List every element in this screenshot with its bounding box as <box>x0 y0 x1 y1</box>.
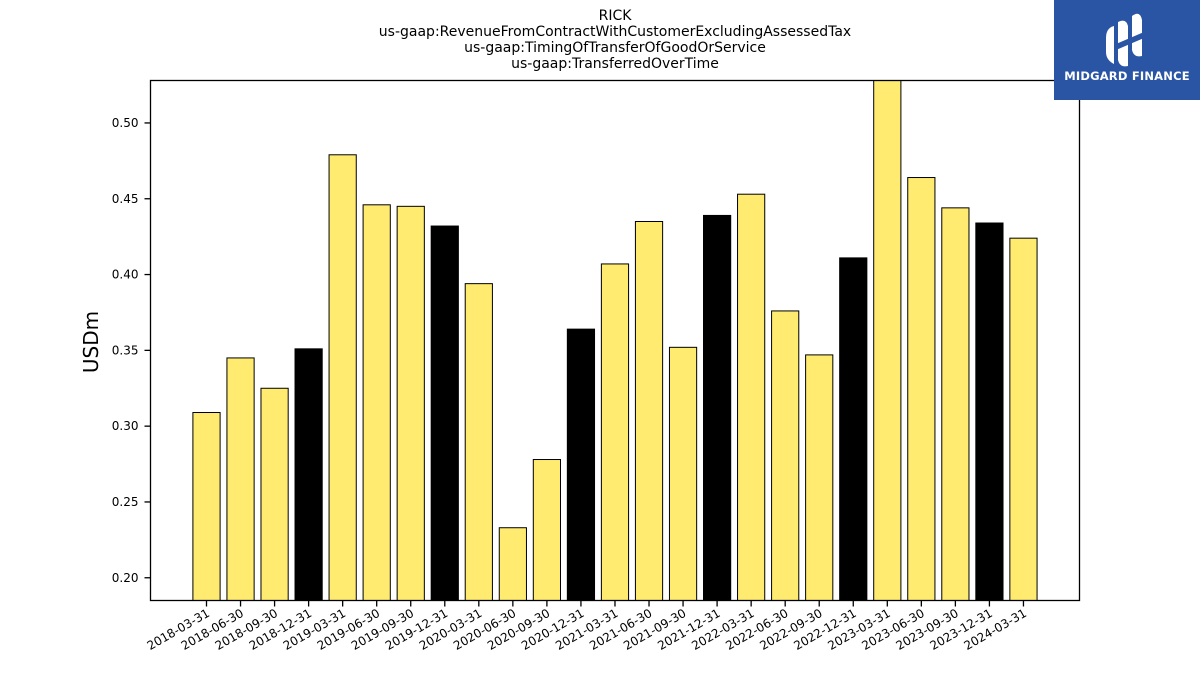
bar-2021-09-30 <box>668 346 698 601</box>
y-axis-ticks: 0.20 0.25 0.30 0.35 0.40 0.45 0.50 <box>112 116 151 585</box>
y-tick-label: 0.45 <box>112 192 139 206</box>
bar-2022-12-31 <box>839 257 868 601</box>
bar-2018-03-31 <box>192 412 221 602</box>
bar-2019-09-30 <box>396 205 425 602</box>
bar-2023-03-31 <box>873 80 902 601</box>
bar-2018-06-30 <box>226 357 255 601</box>
bar-2022-06-30 <box>771 310 800 601</box>
y-tick-label: 0.30 <box>112 419 139 433</box>
chart-title-line-4: us-gaap:TransferredOverTime <box>511 56 719 72</box>
bars-group <box>192 80 1038 602</box>
midgard-finance-logo: MIDGARD FINANCE <box>1054 0 1200 100</box>
logo-text: MIDGARD FINANCE <box>1064 69 1190 83</box>
bar-2018-09-30 <box>260 387 289 602</box>
bar-2023-12-31 <box>975 222 1004 601</box>
bar-2021-03-31 <box>600 263 630 601</box>
y-tick-label: 0.35 <box>112 343 139 357</box>
bar-2019-03-31 <box>328 154 357 601</box>
chart-title-line-2: us-gaap:RevenueFromContractWithCustomerE… <box>379 24 851 40</box>
midgard-finance-logo-icon <box>1106 13 1144 67</box>
bar-2019-12-31 <box>430 225 459 601</box>
bar-2024-03-31 <box>1009 237 1038 601</box>
y-tick-label: 0.50 <box>112 116 139 130</box>
bar-2021-06-30 <box>634 220 664 602</box>
bar-2020-03-31 <box>464 283 493 601</box>
bar-2020-12-31 <box>566 328 596 601</box>
bar-2022-03-31 <box>737 193 766 601</box>
plot-area-frame <box>149 79 1081 602</box>
chart-title: RICK us-gaap:RevenueFromContractWithCust… <box>379 8 851 72</box>
x-axis-ticks: 2018-03-312018-06-302018-09-302018-12-31… <box>145 600 1029 653</box>
chart-title-line-3: us-gaap:TimingOfTransferOfGoodOrService <box>464 40 766 56</box>
y-tick-label: 0.25 <box>112 495 139 509</box>
bar-2018-12-31 <box>294 348 323 601</box>
bar-2022-09-30 <box>805 354 834 601</box>
bar-2021-12-31 <box>703 214 732 601</box>
bar-2023-06-30 <box>907 177 936 601</box>
bar-2020-06-30 <box>498 527 527 601</box>
y-tick-label: 0.40 <box>112 268 139 282</box>
y-axis-label: USDm <box>79 311 103 373</box>
y-tick-label: 0.20 <box>112 571 139 585</box>
bar-2019-06-30 <box>362 204 391 601</box>
bar-2023-09-30 <box>941 207 970 601</box>
chart-title-line-1: RICK <box>599 8 633 24</box>
bar-2020-09-30 <box>532 459 561 602</box>
